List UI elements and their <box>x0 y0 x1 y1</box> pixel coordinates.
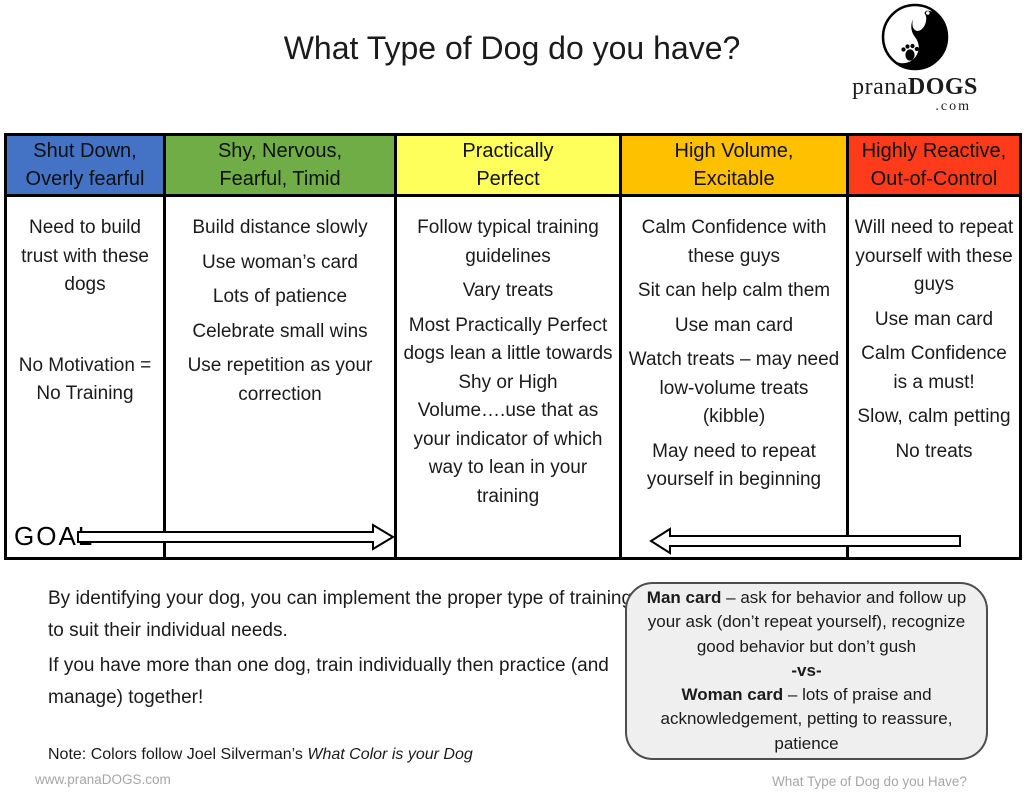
paw-print-glyph <box>901 43 919 61</box>
color-source-note: Note: Colors follow Joel Silverman’s Wha… <box>48 746 473 764</box>
cell-text: Will need to repeat yourself with these … <box>854 217 1014 295</box>
man-card-label: Man card <box>646 587 722 607</box>
column-header: Shut Down, Overly fearful <box>7 136 163 197</box>
logo-wordmark: pranaDOGS <box>845 74 985 101</box>
footer-url: www.pranaDOGS.com <box>35 772 171 787</box>
cell-text: Lots of patience <box>212 286 348 307</box>
column-body: Build distance slowly Use woman’s card Lot… <box>166 197 394 557</box>
man-card-text: – ask for behavior and follow up your as… <box>647 587 967 656</box>
header-line: Out-of-Control <box>870 168 998 190</box>
header-line: Shut Down, <box>33 140 137 162</box>
column-header: High Volume, Excitable <box>622 136 846 197</box>
woman-card-text: – lots of praise and acknowledgement, pe… <box>660 685 953 753</box>
goal-label: GOAL <box>14 521 95 551</box>
cell-text: Use woman’s card <box>202 251 358 273</box>
cell-text: Vary treats <box>462 280 554 301</box>
man-card-line: Man card – ask for behavior and follow u… <box>637 586 976 659</box>
column-shy-nervous: Shy, Nervous, Fearful, Timid Build distan… <box>163 136 394 557</box>
cell-text: Build distance slowly <box>192 217 368 238</box>
dog-type-table: Shut Down, Overly fearful Need to build t… <box>4 133 1022 560</box>
logo-domain: .com <box>935 99 971 114</box>
column-practically-perfect: Practically Perfect Follow typical traini… <box>394 136 619 557</box>
yin-yang-paw-icon <box>881 3 949 71</box>
note-prefix: Note: Colors follow Joel Silverman’s <box>48 746 308 763</box>
column-body: Need to build trust with these dogs No Mo… <box>7 197 163 557</box>
header-line: High Volume, <box>674 140 794 162</box>
note-book-title: What Color is your Dog <box>307 746 473 763</box>
cell-text: Watch treats – may need low-volume treat… <box>628 349 840 427</box>
page-title: What Type of Dog do you have? <box>283 30 741 66</box>
cell-text: Most Practically Perfect dogs lean a lit… <box>403 314 613 507</box>
summary-paragraph-1: By identifying your dog, you can impleme… <box>48 588 633 642</box>
cell-text: Calm Confidence with these guys <box>641 217 827 267</box>
column-shut-down: Shut Down, Overly fearful Need to build t… <box>7 136 163 557</box>
woman-card-label: Woman card <box>681 685 784 705</box>
cell-text: Celebrate small wins <box>192 320 368 342</box>
cell-text: No treats <box>895 440 973 462</box>
cell-text: May need to repeat yourself in beginning <box>646 440 822 491</box>
column-header: Shy, Nervous, Fearful, Timid <box>166 136 394 197</box>
cell-text: Need to build trust with these dogs <box>21 217 149 295</box>
cell-text: Sit can help calm them <box>637 280 831 301</box>
header-line: Overly fearful <box>25 168 145 190</box>
vs-line: -vs- <box>637 659 976 683</box>
column-highly-reactive: Highly Reactive, Out-of-Control Will need… <box>846 136 1019 557</box>
cell-text: Use repetition as your correction <box>187 355 373 405</box>
column-body: Calm Confidence with these guys Sit can h… <box>622 197 846 557</box>
logo-prefix: prana <box>852 74 908 100</box>
cell-text: Slow, calm petting <box>857 406 1011 427</box>
footer-title: What Type of Dog do you Have? <box>772 774 967 789</box>
summary-paragraph-2: If you have more than one dog, train ind… <box>48 655 609 709</box>
man-vs-woman-card-box: Man card – ask for behavior and follow u… <box>625 582 988 760</box>
cell-text: Calm Confidence is a must! <box>861 343 1007 393</box>
column-body: Will need to repeat yourself with these … <box>849 197 1019 557</box>
header-line: Shy, Nervous, <box>217 140 343 162</box>
column-header: Highly Reactive, Out-of-Control <box>849 136 1019 197</box>
column-body: Follow typical training guidelines Vary t… <box>397 197 619 557</box>
vs-label: -vs- <box>791 660 822 680</box>
cell-text: Use man card <box>874 308 994 330</box>
column-high-volume: High Volume, Excitable Calm Confidence wi… <box>619 136 846 557</box>
pranadogs-logo: pranaDOGS .com <box>845 2 985 115</box>
footprint-glyph <box>911 8 930 31</box>
column-header: Practically Perfect <box>397 136 619 197</box>
woman-card-line: Woman card – lots of praise and acknowle… <box>637 683 976 756</box>
header-line: Perfect <box>476 168 540 190</box>
header-line: Practically <box>462 140 554 162</box>
header-line: Excitable <box>693 168 775 190</box>
cell-text: Follow typical training guidelines <box>417 217 599 267</box>
logo-suffix: DOGS <box>907 74 978 100</box>
cell-text: Use man card <box>674 314 794 336</box>
header-line: Highly Reactive, <box>861 140 1007 162</box>
header-line: Fearful, Timid <box>219 168 341 190</box>
cell-text: No Motivation = No Training <box>18 354 152 405</box>
